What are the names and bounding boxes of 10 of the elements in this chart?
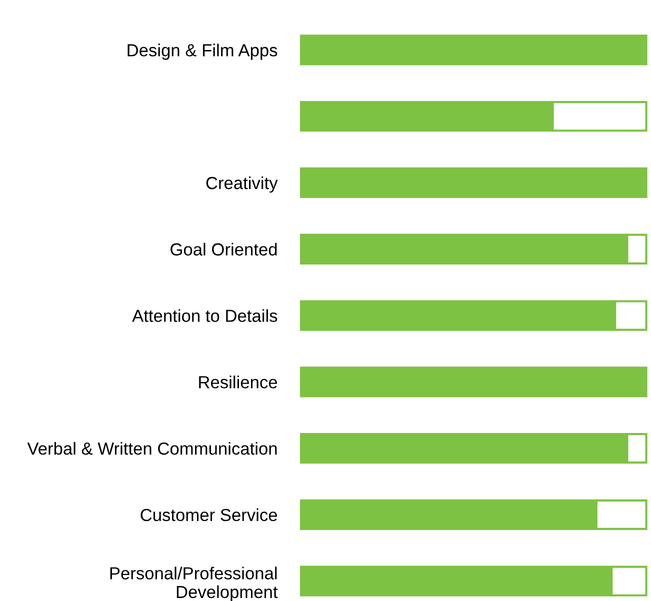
y-tick-label: Goal Oriented (170, 242, 277, 256)
y-tick-label: Attention to Details (132, 309, 278, 322)
y-tick-label: Customer Service (140, 508, 278, 522)
bar (300, 366, 648, 398)
bar (300, 167, 648, 198)
y-tick-label: Resilience (199, 376, 278, 388)
y-tick-label: Creativity (206, 176, 278, 193)
y-tick-label: Verbal & Written Communication (27, 442, 277, 455)
bar (300, 34, 648, 66)
y-tick-label: Design & Film Apps (128, 44, 278, 60)
